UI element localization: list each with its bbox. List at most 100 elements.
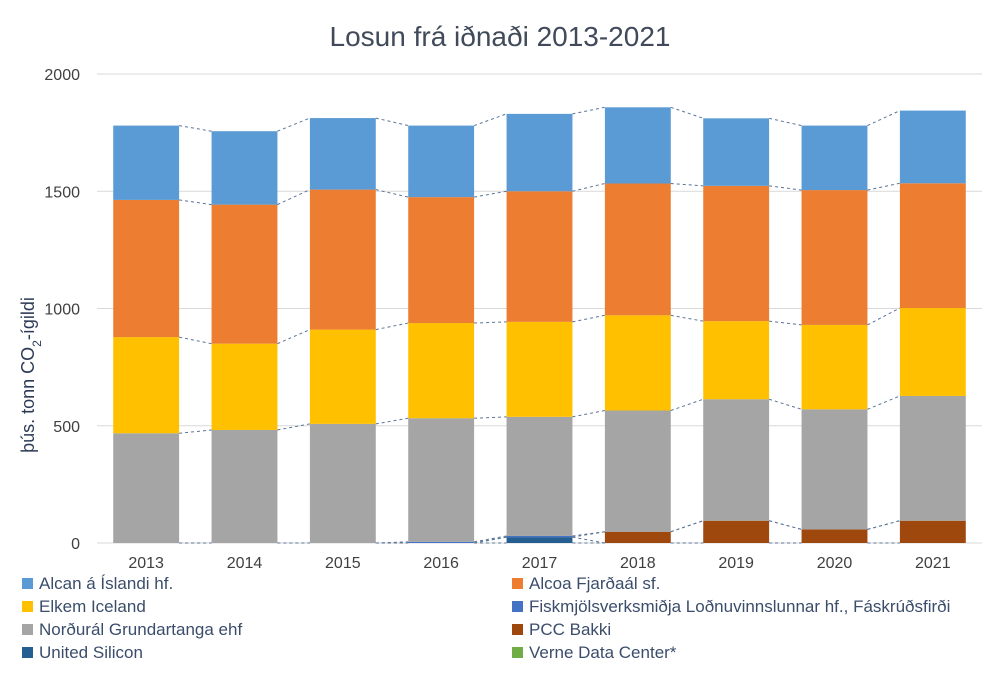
bar-segment bbox=[309, 189, 376, 330]
series-line bbox=[474, 190, 507, 198]
series-line bbox=[474, 536, 507, 544]
x-tick-label: 2020 bbox=[817, 555, 853, 570]
series-line bbox=[867, 520, 901, 530]
bar-segment bbox=[604, 410, 671, 532]
series-line bbox=[375, 117, 409, 127]
series-line bbox=[572, 314, 605, 323]
legend-label: United Silicon bbox=[39, 642, 143, 662]
series-line bbox=[572, 410, 605, 418]
bar-segment bbox=[211, 343, 278, 430]
legend-label: Fiskmjölsverksmiðja Loðnuvinnslunnar hf.… bbox=[529, 596, 951, 616]
x-tick-label: 2015 bbox=[325, 555, 361, 570]
bar-segment bbox=[309, 423, 376, 543]
bar-segment bbox=[604, 183, 671, 316]
series-line bbox=[277, 329, 311, 345]
series-line bbox=[867, 520, 901, 530]
series-line bbox=[670, 314, 704, 322]
y-axis-ticks: 0 500 1000 1500 2000 bbox=[44, 67, 80, 553]
legend-item: Elkem Iceland bbox=[22, 597, 512, 616]
series-line bbox=[473, 113, 507, 127]
bar-segment bbox=[211, 131, 278, 205]
legend-swatch bbox=[512, 601, 523, 612]
legend-swatch bbox=[512, 578, 523, 589]
series-line bbox=[769, 320, 802, 326]
series-line bbox=[179, 125, 212, 132]
x-tick-label: 2017 bbox=[522, 555, 558, 570]
series-line bbox=[670, 398, 704, 411]
series-line bbox=[375, 417, 409, 425]
bar-segment bbox=[703, 399, 770, 521]
y-tick-label: 1500 bbox=[44, 184, 80, 201]
x-tick-label: 2014 bbox=[227, 555, 263, 570]
series-line bbox=[277, 189, 311, 206]
legend-swatch bbox=[512, 624, 523, 635]
legend-swatch bbox=[512, 647, 523, 658]
bar-segment bbox=[506, 113, 573, 192]
bar-segment bbox=[113, 433, 180, 543]
bar-segment bbox=[899, 520, 966, 543]
bar-segment bbox=[506, 191, 573, 322]
series-line bbox=[375, 322, 409, 331]
bar-segment bbox=[899, 183, 966, 309]
legend-label: Alcan á Íslandi hf. bbox=[39, 573, 174, 593]
series-line bbox=[769, 185, 802, 191]
series-line bbox=[768, 520, 802, 530]
y-tick-label: 1000 bbox=[44, 302, 80, 319]
bar-segment bbox=[801, 125, 868, 191]
series-line bbox=[474, 416, 507, 419]
legend-label: Alcoa Fjarðaál sf. bbox=[529, 573, 661, 593]
series-line bbox=[670, 106, 704, 119]
legend-item: Alcan á Íslandi hf. bbox=[22, 574, 512, 593]
series-line bbox=[670, 520, 704, 533]
legend-item: United Silicon bbox=[22, 643, 512, 662]
y-tick-label: 0 bbox=[71, 536, 80, 553]
legend-swatch bbox=[22, 601, 33, 612]
series-line bbox=[572, 531, 605, 537]
series-line bbox=[867, 110, 901, 127]
legend-swatch bbox=[22, 578, 33, 589]
stacked-bar-chart: Losun frá iðnaði 2013-2021 þús. tonn CO2… bbox=[18, 21, 982, 570]
series-line bbox=[474, 321, 507, 324]
bars bbox=[113, 107, 966, 543]
series-line bbox=[768, 398, 802, 410]
bar-segment bbox=[408, 197, 475, 324]
series-line bbox=[179, 199, 212, 206]
legend-item: Fiskmjölsverksmiðja Loðnuvinnslunnar hf.… bbox=[512, 597, 992, 616]
series-line bbox=[572, 106, 605, 115]
legend-label: Verne Data Center* bbox=[529, 642, 677, 662]
bar-segment bbox=[604, 531, 671, 543]
x-tick-label: 2021 bbox=[915, 555, 951, 570]
bar-segment bbox=[703, 118, 770, 186]
legend-label: Norðurál Grundartanga ehf bbox=[39, 619, 243, 639]
series-line bbox=[572, 536, 605, 544]
legend: Alcan á Íslandi hf. Alcoa Fjarðaál sf. Elk… bbox=[22, 574, 992, 662]
series-line bbox=[670, 520, 704, 533]
legend-item: Verne Data Center* bbox=[512, 643, 992, 662]
chart-title: Losun frá iðnaði 2013-2021 bbox=[330, 21, 671, 52]
bar-segment bbox=[801, 409, 868, 530]
bar-segment bbox=[604, 315, 671, 411]
series-line bbox=[768, 117, 802, 127]
bar-segment bbox=[801, 324, 868, 410]
bar-segment bbox=[899, 110, 966, 184]
series-line bbox=[474, 536, 507, 544]
bar-segment bbox=[604, 107, 671, 184]
legend-swatch bbox=[22, 647, 33, 658]
series-line bbox=[867, 182, 900, 191]
bar-segment bbox=[801, 190, 868, 325]
bar-segment bbox=[408, 418, 475, 542]
series-line bbox=[867, 307, 901, 326]
bar-segment bbox=[309, 118, 376, 190]
series-line bbox=[572, 183, 606, 192]
series-line bbox=[277, 117, 311, 132]
series-line bbox=[179, 336, 212, 345]
bar-segment bbox=[703, 185, 770, 322]
bar-segment bbox=[703, 321, 770, 400]
bar-segment bbox=[211, 429, 278, 543]
x-tick-label: 2019 bbox=[718, 555, 754, 570]
x-tick-label: 2016 bbox=[423, 555, 459, 570]
y-tick-label: 2000 bbox=[44, 67, 80, 84]
legend-swatch bbox=[22, 624, 33, 635]
series-line bbox=[867, 395, 901, 410]
legend-item: Norðurál Grundartanga ehf bbox=[22, 620, 512, 639]
